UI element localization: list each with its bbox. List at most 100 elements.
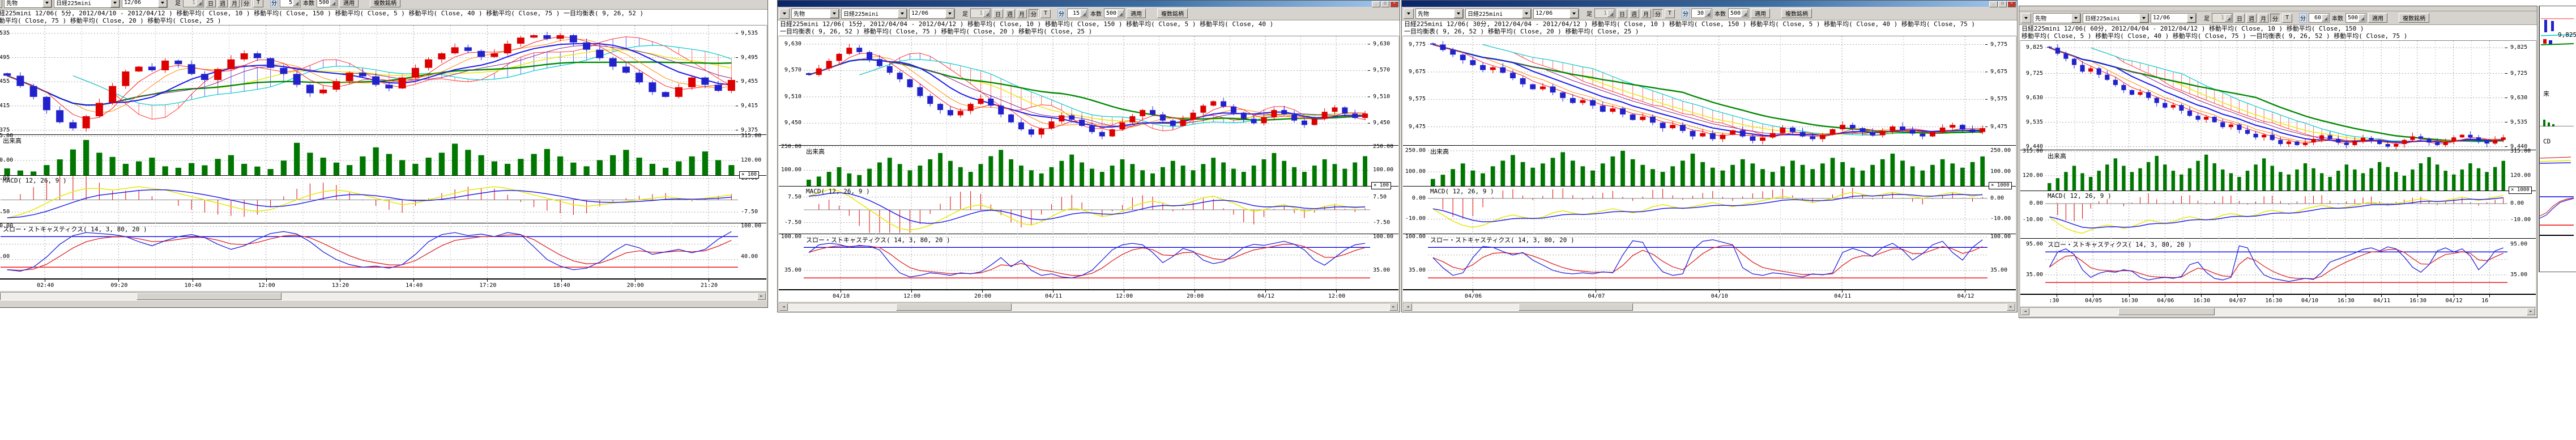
chevron-down-icon[interactable] (158, 0, 167, 7)
chart-menu-button[interactable] (779, 8, 790, 19)
close-icon[interactable]: × (2007, 1, 2016, 7)
bar-count-spin[interactable]: 1 (1594, 9, 1615, 18)
multi-symbol-button[interactable]: 複数銘柄 (370, 0, 400, 7)
candlestick-chart[interactable] (1428, 36, 1988, 145)
chevron-down-icon[interactable] (830, 9, 839, 18)
macd-chart[interactable] (804, 186, 1370, 234)
multi-symbol-button[interactable]: 複数銘柄 (1781, 9, 1812, 18)
candlestick-chart[interactable] (1, 26, 738, 134)
contract-select[interactable]: 12/06 (122, 0, 168, 8)
period-month-button[interactable]: 月 (2258, 13, 2268, 23)
symbol-select[interactable]: 日経225mini (1465, 8, 1532, 19)
chevron-down-icon[interactable] (1522, 9, 1531, 18)
period-minute-button[interactable]: 分 (241, 0, 251, 7)
spin-button-icon[interactable] (1117, 10, 1124, 17)
horizontal-scrollbar[interactable]: ◄► (0, 292, 766, 301)
spin-button-icon[interactable] (2225, 14, 2232, 22)
minute-spin[interactable]: 30 (1691, 9, 1712, 18)
scroll-right-icon[interactable]: ► (1389, 303, 1398, 311)
macd-chart[interactable] (2045, 191, 2507, 238)
contract-select[interactable]: 12/06 (909, 8, 955, 19)
count-spin[interactable]: 500 (1728, 9, 1749, 18)
chevron-down-icon[interactable] (110, 0, 120, 7)
spin-button-icon[interactable] (1741, 10, 1748, 17)
horizontal-scrollbar[interactable]: ◄► (779, 303, 1398, 311)
period-tick-button[interactable]: T (2282, 13, 2292, 23)
scroll-left-icon[interactable]: ◄ (779, 303, 788, 311)
spin-button-icon[interactable] (196, 0, 203, 6)
horizontal-scrollbar[interactable]: ◄► (1403, 303, 2016, 311)
volume-chart[interactable] (1, 134, 738, 175)
chart-area[interactable]: 出来高 MACD( 12, 26, 9 ) スロー・ストキャスティクス( 14, 3… (1403, 36, 2016, 302)
period-tick-button[interactable]: T (253, 0, 263, 7)
scrollbar-thumb[interactable] (2118, 308, 2215, 315)
chart-menu-button[interactable] (0, 0, 2, 8)
period-day-button[interactable]: 日 (993, 9, 1003, 18)
maximize-icon[interactable]: □ (1381, 1, 1389, 7)
maximize-icon[interactable]: □ (1998, 1, 2007, 7)
scroll-right-icon[interactable]: ► (757, 293, 766, 300)
chevron-down-icon[interactable] (42, 0, 52, 7)
symbol-select[interactable]: 日経225mini (2083, 12, 2149, 23)
scroll-right-icon[interactable]: ► (2007, 303, 2015, 311)
apply-button[interactable]: 適用 (2368, 13, 2387, 23)
spin-button-icon[interactable] (2322, 14, 2328, 22)
scroll-left-icon[interactable]: ◄ (1404, 303, 1412, 311)
period-minute-button[interactable]: 分 (1653, 9, 1663, 18)
volume-chart[interactable] (804, 145, 1370, 186)
spin-button-icon[interactable] (293, 0, 300, 6)
bar-count-spin[interactable]: 1 (183, 0, 204, 7)
apply-button[interactable]: 適用 (1127, 9, 1146, 18)
period-tick-button[interactable]: T (1665, 9, 1675, 18)
chevron-down-icon[interactable] (1454, 9, 1463, 18)
period-day-button[interactable]: 日 (1617, 9, 1627, 18)
chevron-down-icon[interactable] (2187, 13, 2196, 23)
category-select[interactable]: 先物 (1415, 8, 1464, 19)
chart-area[interactable]: 出来高 MACD( 12, 26, 9 ) スロー・ストキャスティクス( 14, 3… (2020, 40, 2536, 306)
spin-button-icon[interactable] (1704, 10, 1711, 17)
contract-select[interactable]: 12/06 (2151, 12, 2197, 23)
period-minute-button[interactable]: 分 (1029, 9, 1039, 18)
scrollbar-thumb[interactable] (1519, 303, 1634, 311)
stochastics-chart[interactable] (1, 223, 738, 278)
close-icon[interactable]: × (1390, 1, 1398, 7)
period-week-button[interactable]: 週 (1629, 9, 1639, 18)
window-titlebar[interactable]: _ □ × (1402, 1, 2017, 7)
period-day-button[interactable]: 日 (206, 0, 216, 7)
horizontal-scrollbar[interactable]: ◄► (2020, 307, 2536, 316)
volume-chart[interactable] (1428, 145, 1988, 186)
symbol-select[interactable]: 日経225mini (841, 8, 907, 19)
macd-chart[interactable] (1428, 186, 1988, 234)
period-month-button[interactable]: 月 (229, 0, 240, 7)
period-minute-button[interactable]: 分 (2270, 13, 2280, 23)
chart-menu-button[interactable] (2021, 12, 2031, 23)
scroll-left-icon[interactable]: ◄ (2021, 308, 2029, 315)
category-select[interactable]: 先物 (4, 0, 52, 8)
period-week-button[interactable]: 週 (1005, 9, 1015, 18)
minute-spin[interactable]: 15 (1067, 9, 1088, 18)
count-spin[interactable]: 500 (1104, 9, 1125, 18)
window-top-strip[interactable] (2019, 6, 2537, 11)
macd-chart[interactable] (1, 175, 738, 223)
spin-button-icon[interactable] (330, 0, 336, 6)
minimize-icon[interactable]: _ (1989, 1, 1998, 7)
minute-spin[interactable]: 5 (280, 0, 301, 7)
period-day-button[interactable]: 日 (2234, 13, 2245, 23)
spin-button-icon[interactable] (1607, 10, 1614, 17)
period-tick-button[interactable]: T (1040, 9, 1051, 18)
candlestick-chart[interactable] (804, 36, 1370, 145)
chevron-down-icon[interactable] (2071, 13, 2080, 23)
multi-symbol-button[interactable]: 複数銘柄 (1157, 9, 1188, 18)
period-month-button[interactable]: 月 (1641, 9, 1651, 18)
category-select[interactable]: 先物 (791, 8, 839, 19)
count-spin[interactable]: 500 (2345, 13, 2366, 23)
bar-count-spin[interactable]: 1 (970, 9, 991, 18)
scroll-left-icon[interactable]: ◄ (0, 293, 1, 300)
spin-button-icon[interactable] (1080, 10, 1087, 17)
chevron-down-icon[interactable] (945, 9, 954, 18)
apply-button[interactable]: 適用 (1751, 9, 1770, 18)
period-month-button[interactable]: 月 (1017, 9, 1027, 18)
count-spin[interactable]: 500 (317, 0, 338, 7)
window-titlebar[interactable]: _ □ × (778, 1, 1400, 7)
volume-chart[interactable] (2045, 150, 2507, 191)
